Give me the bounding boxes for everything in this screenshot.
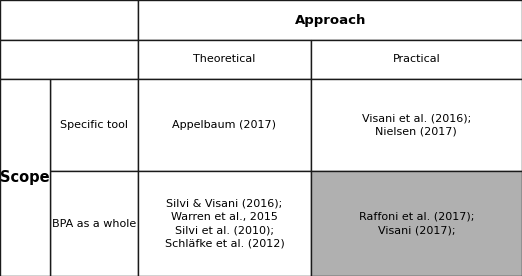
FancyBboxPatch shape <box>0 79 50 276</box>
FancyBboxPatch shape <box>138 0 522 40</box>
FancyBboxPatch shape <box>138 79 311 171</box>
FancyBboxPatch shape <box>311 40 522 79</box>
FancyBboxPatch shape <box>138 40 311 79</box>
Text: Approach: Approach <box>294 14 366 26</box>
Text: Scope: Scope <box>0 170 50 185</box>
FancyBboxPatch shape <box>138 171 311 276</box>
Text: Theoretical: Theoretical <box>193 54 256 64</box>
FancyBboxPatch shape <box>311 79 522 171</box>
Text: Silvi & Visani (2016);
Warren et al., 2015
Silvi et al. (2010);
Schläfke et al. : Silvi & Visani (2016); Warren et al., 20… <box>164 199 284 248</box>
FancyBboxPatch shape <box>50 79 138 171</box>
Text: Specific tool: Specific tool <box>60 120 128 130</box>
FancyBboxPatch shape <box>0 0 138 40</box>
Text: Appelbaum (2017): Appelbaum (2017) <box>172 120 277 130</box>
Text: BPA as a whole: BPA as a whole <box>52 219 136 229</box>
Text: Raffoni et al. (2017);
Visani (2017);: Raffoni et al. (2017); Visani (2017); <box>359 212 474 235</box>
FancyBboxPatch shape <box>50 171 138 276</box>
Text: Practical: Practical <box>393 54 440 64</box>
FancyBboxPatch shape <box>0 40 138 79</box>
Text: Visani et al. (2016);
Nielsen (2017): Visani et al. (2016); Nielsen (2017) <box>362 113 471 137</box>
FancyBboxPatch shape <box>311 171 522 276</box>
